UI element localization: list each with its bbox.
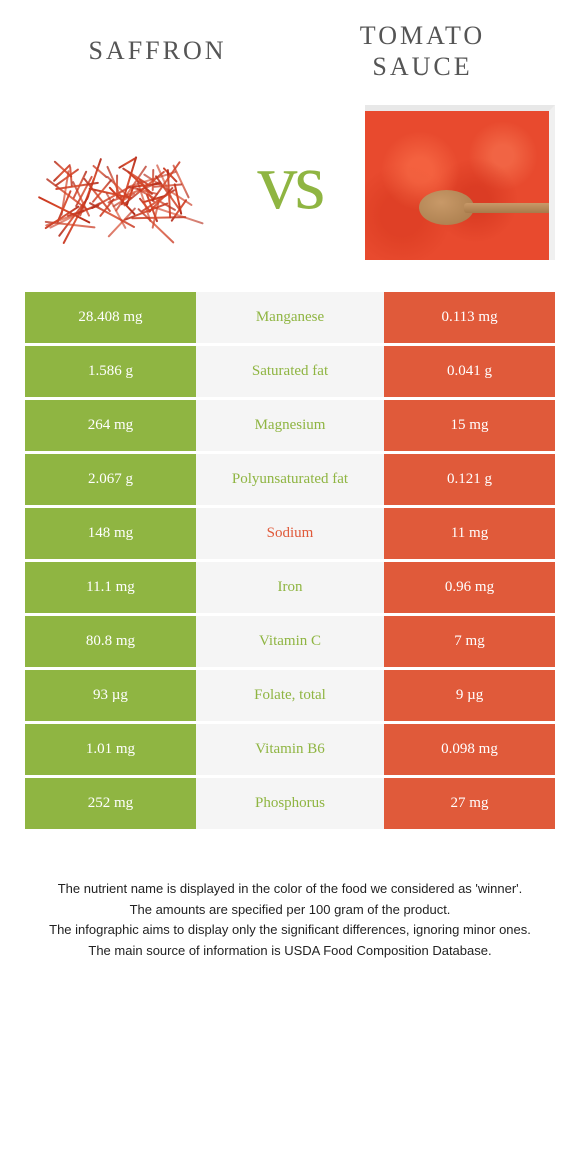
nutrient-name: Manganese [196, 292, 384, 343]
left-value: 264 mg [25, 400, 196, 451]
nutrient-row: 11.1 mgIron0.96 mg [25, 562, 555, 613]
nutrient-name: Sodium [196, 508, 384, 559]
left-value: 80.8 mg [25, 616, 196, 667]
nutrient-name: Iron [196, 562, 384, 613]
left-value: 1.586 g [25, 346, 196, 397]
right-value: 0.098 mg [384, 724, 555, 775]
nutrient-name: Folate, total [196, 670, 384, 721]
images-row: vs [25, 97, 555, 267]
nutrient-row: 148 mgSodium11 mg [25, 508, 555, 559]
nutrient-name: Magnesium [196, 400, 384, 451]
right-value: 0.96 mg [384, 562, 555, 613]
left-value: 252 mg [25, 778, 196, 829]
right-value: 9 µg [384, 670, 555, 721]
header-row: Saffron TomatoSauce [25, 20, 555, 82]
nutrient-row: 264 mgMagnesium15 mg [25, 400, 555, 451]
left-value: 1.01 mg [25, 724, 196, 775]
vs-label: vs [257, 137, 322, 228]
right-value: 15 mg [384, 400, 555, 451]
nutrient-row: 93 µgFolate, total9 µg [25, 670, 555, 721]
nutrient-row: 80.8 mgVitamin C7 mg [25, 616, 555, 667]
right-food-title: TomatoSauce [290, 20, 555, 82]
nutrient-name: Polyunsaturated fat [196, 454, 384, 505]
footnote-line: The infographic aims to display only the… [35, 920, 545, 940]
nutrient-name: Phosphorus [196, 778, 384, 829]
right-value: 0.113 mg [384, 292, 555, 343]
nutrient-row: 252 mgPhosphorus27 mg [25, 778, 555, 829]
nutrient-row: 28.408 mgManganese0.113 mg [25, 292, 555, 343]
nutrient-row: 1.586 gSaturated fat0.041 g [25, 346, 555, 397]
footnote-line: The amounts are specified per 100 gram o… [35, 900, 545, 920]
right-value: 11 mg [384, 508, 555, 559]
left-value: 148 mg [25, 508, 196, 559]
left-value: 2.067 g [25, 454, 196, 505]
right-value: 27 mg [384, 778, 555, 829]
saffron-image [25, 105, 215, 260]
nutrient-name: Vitamin B6 [196, 724, 384, 775]
footnote-line: The main source of information is USDA F… [35, 941, 545, 961]
nutrient-name: Saturated fat [196, 346, 384, 397]
nutrient-row: 2.067 gPolyunsaturated fat0.121 g [25, 454, 555, 505]
right-value: 0.121 g [384, 454, 555, 505]
left-value: 11.1 mg [25, 562, 196, 613]
tomato-sauce-image [365, 105, 555, 260]
footnote-line: The nutrient name is displayed in the co… [35, 879, 545, 899]
nutrient-table: 28.408 mgManganese0.113 mg1.586 gSaturat… [25, 292, 555, 829]
right-value: 7 mg [384, 616, 555, 667]
left-food-title: Saffron [25, 36, 290, 66]
nutrient-row: 1.01 mgVitamin B60.098 mg [25, 724, 555, 775]
left-value: 28.408 mg [25, 292, 196, 343]
footnotes: The nutrient name is displayed in the co… [25, 879, 555, 960]
nutrient-name: Vitamin C [196, 616, 384, 667]
left-value: 93 µg [25, 670, 196, 721]
right-value: 0.041 g [384, 346, 555, 397]
